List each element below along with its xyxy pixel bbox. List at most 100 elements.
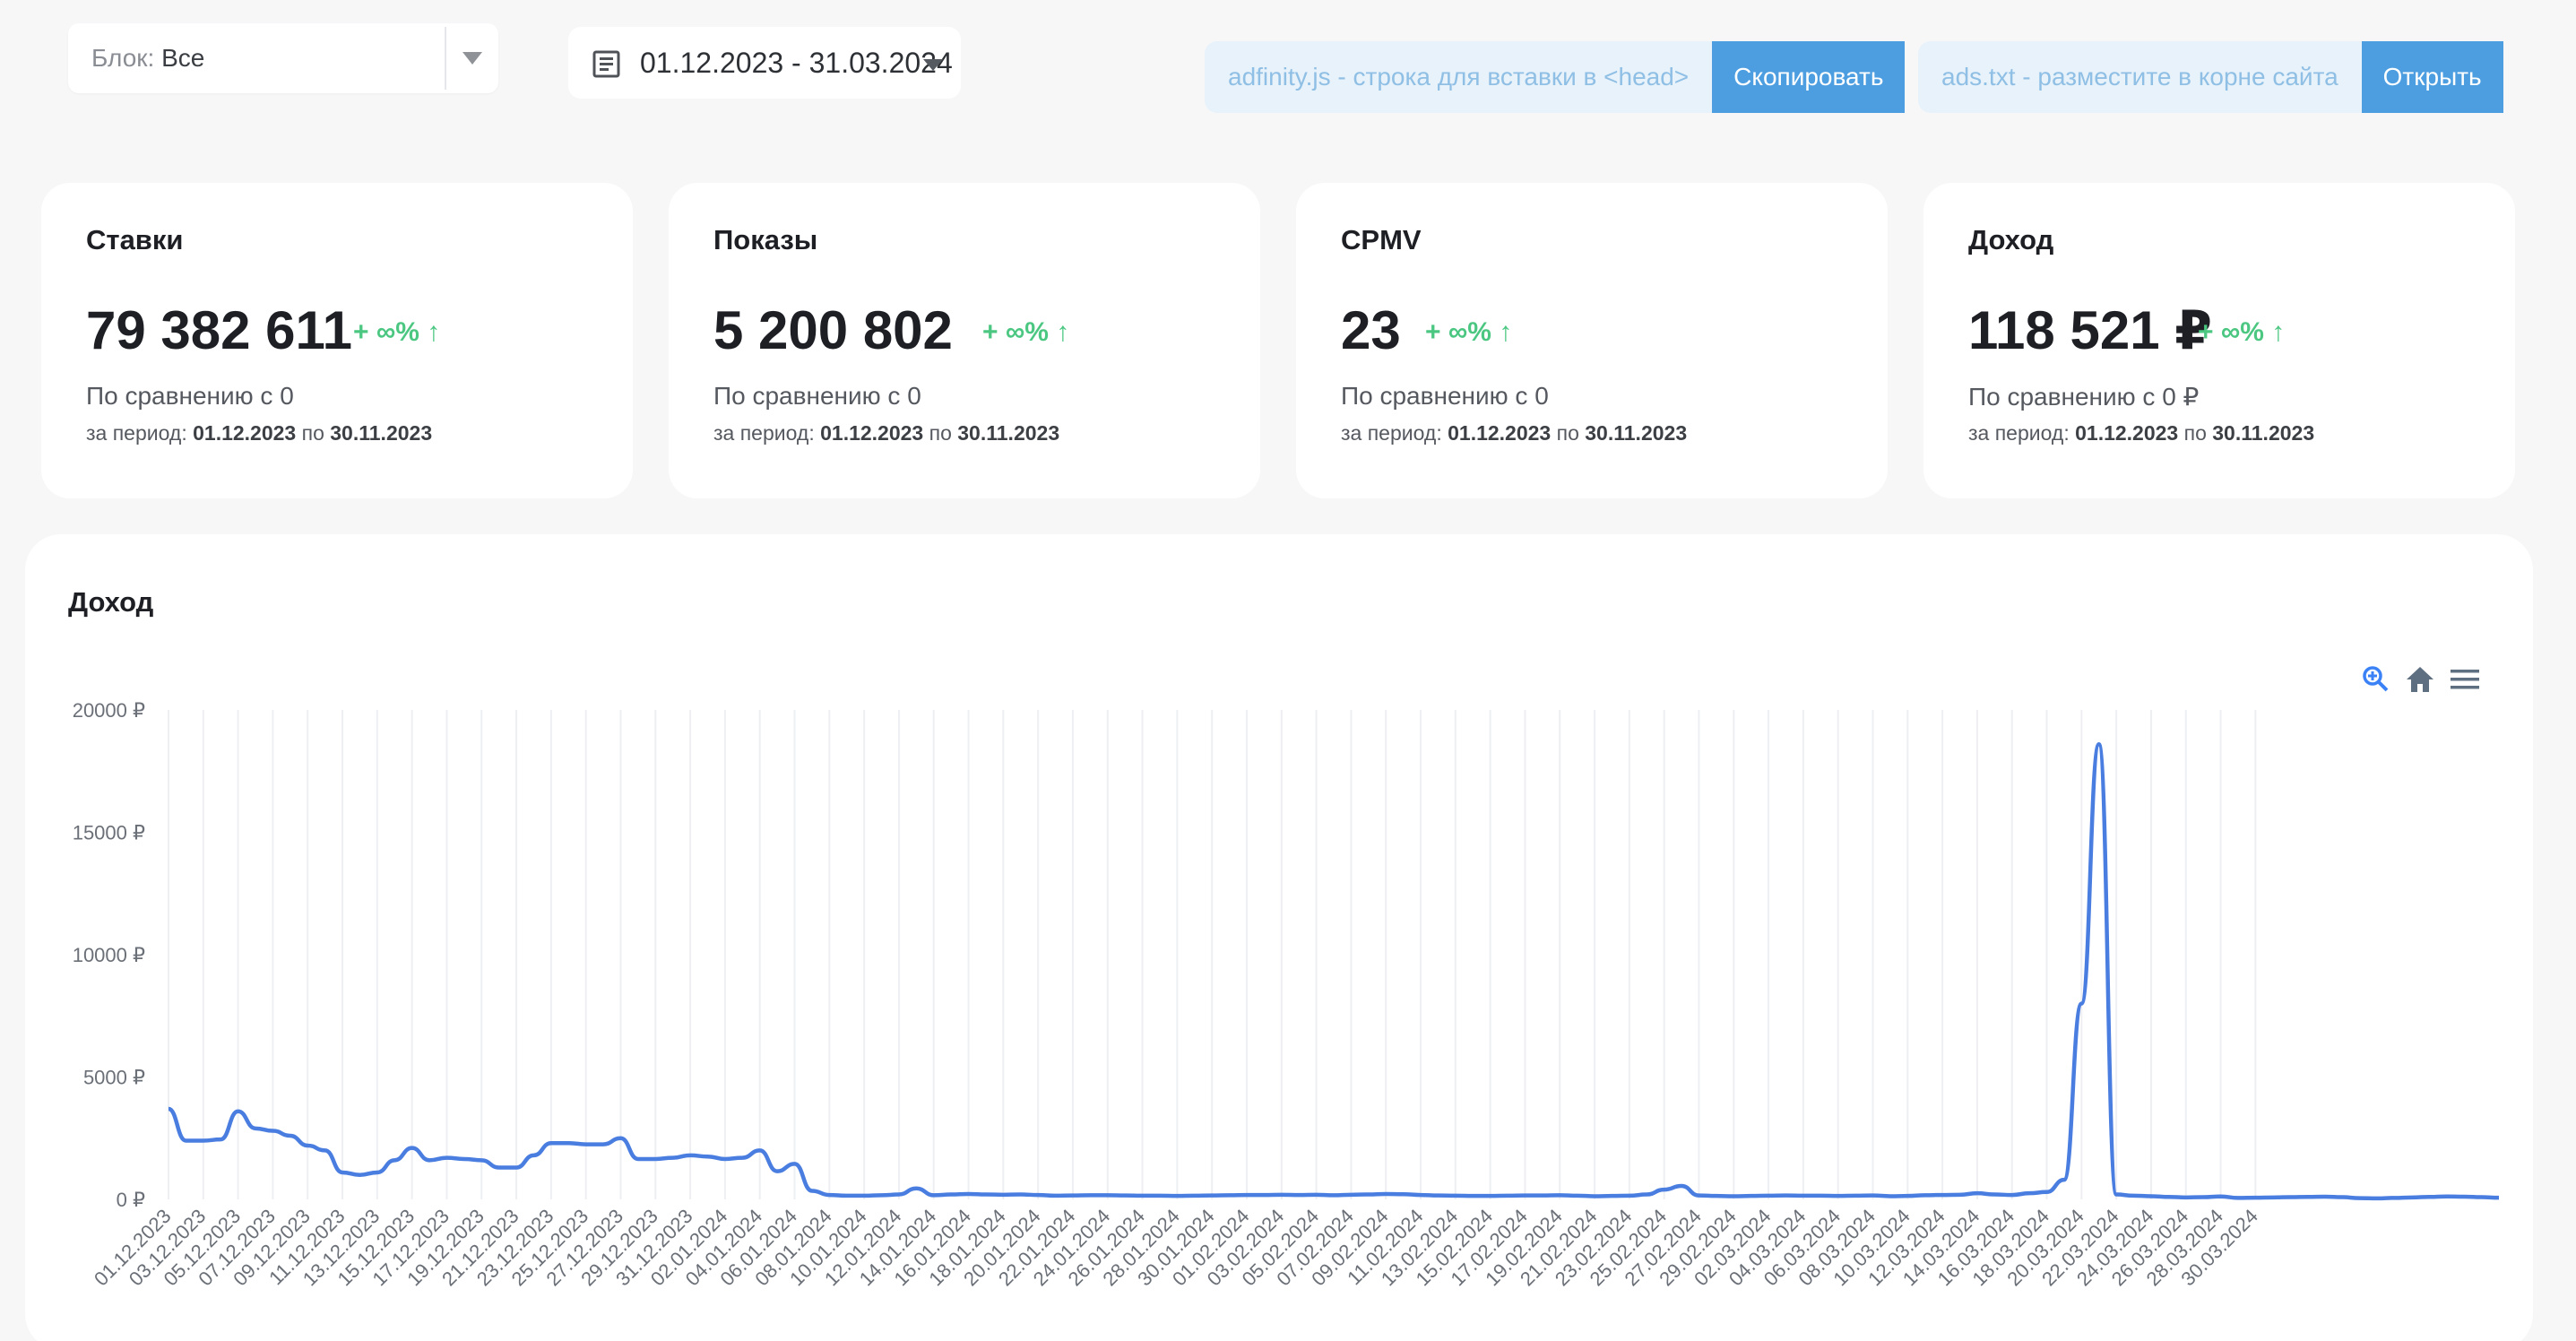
stat-card-revenue: Доход 118 521 ₽ + ∞% ↑ По сравнению с 0 … <box>1923 183 2515 498</box>
stat-delta: + ∞% ↑ <box>982 317 1070 347</box>
data-point <box>1575 1193 1580 1198</box>
data-point <box>913 1186 919 1191</box>
data-point <box>1331 1192 1336 1198</box>
open-button[interactable]: Открыть <box>2361 41 2503 113</box>
data-point <box>1940 1192 1945 1198</box>
stat-value: 5 200 802 <box>713 300 953 360</box>
copy-button[interactable]: Скопировать <box>1712 41 1906 113</box>
data-point <box>288 1133 293 1138</box>
chevron-down-icon[interactable] <box>462 52 482 65</box>
data-point <box>826 1192 832 1198</box>
data-point <box>1383 1191 1388 1197</box>
data-point <box>653 1156 658 1162</box>
menu-icon[interactable] <box>2449 666 2481 697</box>
data-point <box>166 1106 171 1112</box>
data-point <box>1140 1193 1145 1198</box>
data-point <box>2027 1190 2032 1196</box>
block-select[interactable]: Блок: Все <box>68 23 498 93</box>
stat-card-bids: Ставки 79 382 611 + ∞% ↑ По сравнению с … <box>41 183 633 498</box>
data-point <box>2010 1192 2015 1198</box>
data-point <box>1522 1193 1527 1198</box>
data-point <box>1818 1193 1823 1198</box>
stat-title: Доход <box>1968 224 2054 255</box>
chart-title: Доход <box>68 586 154 618</box>
y-tick-label: 10000 ₽ <box>73 944 145 966</box>
data-point <box>514 1165 519 1171</box>
data-point <box>2044 1190 2050 1195</box>
data-point <box>966 1191 972 1197</box>
data-point <box>1783 1193 1788 1198</box>
chevron-down-icon[interactable] <box>923 59 943 71</box>
data-point <box>270 1129 275 1134</box>
stat-period: за период: 01.12.2023 по 30.11.2023 <box>1968 421 2315 445</box>
data-point <box>1714 1193 1719 1198</box>
data-point <box>183 1138 188 1143</box>
data-point <box>2131 1193 2137 1198</box>
data-point <box>340 1170 345 1175</box>
data-point <box>2339 1195 2345 1200</box>
data-point <box>218 1137 223 1142</box>
data-point <box>583 1142 589 1147</box>
y-tick-label: 0 ₽ <box>117 1189 145 1211</box>
data-point <box>2062 1177 2067 1182</box>
data-point <box>1244 1192 1249 1198</box>
stat-value: 118 521 ₽ <box>1968 300 2212 360</box>
data-point <box>1592 1193 1597 1198</box>
data-point <box>1627 1193 1632 1198</box>
data-point <box>601 1142 606 1147</box>
data-point <box>2165 1194 2171 1199</box>
zoom-in-icon[interactable] <box>2361 664 2391 699</box>
data-point <box>2235 1195 2241 1200</box>
data-point <box>410 1146 415 1151</box>
data-point <box>427 1157 432 1163</box>
data-point <box>1696 1193 1701 1198</box>
home-icon[interactable] <box>2404 664 2436 699</box>
data-point <box>1401 1191 1406 1197</box>
data-point <box>1209 1193 1215 1198</box>
data-point <box>1296 1192 1301 1198</box>
data-point <box>1557 1192 1562 1198</box>
data-point <box>1227 1192 1232 1198</box>
data-point <box>1453 1193 1458 1198</box>
ads-txt-hint: ads.txt - разместите в корне сайта <box>1918 41 2362 113</box>
data-point <box>809 1188 815 1193</box>
data-point <box>2374 1196 2380 1201</box>
stat-compare: По сравнению с 0 <box>713 382 921 410</box>
revenue-chart-card <box>25 534 2533 1341</box>
data-point <box>1923 1192 1928 1198</box>
stat-title: Ставки <box>86 224 184 255</box>
data-point <box>2218 1194 2224 1199</box>
adfinity-snippet: adfinity.js - строка для вставки в <head… <box>1205 41 1918 113</box>
data-point <box>1279 1192 1284 1198</box>
date-range-value: 01.12.2023 - 31.03.2024 <box>640 47 953 79</box>
data-point <box>236 1109 241 1114</box>
data-point <box>392 1157 397 1163</box>
data-point <box>2409 1195 2415 1200</box>
data-point <box>2426 1194 2432 1199</box>
stat-period: за период: 01.12.2023 по 30.11.2023 <box>713 421 1060 445</box>
data-point <box>1801 1193 1806 1198</box>
stat-value: 79 382 611 <box>86 300 352 360</box>
arrow-up-icon: ↑ <box>1056 317 1070 347</box>
stat-title: CPMV <box>1341 224 1422 255</box>
data-point <box>1018 1192 1024 1198</box>
data-point <box>201 1138 206 1143</box>
data-point <box>1053 1193 1059 1198</box>
stat-period: за период: 01.12.2023 по 30.11.2023 <box>1341 421 1688 445</box>
data-point <box>1174 1193 1180 1198</box>
data-point <box>1609 1193 1614 1198</box>
data-point <box>1992 1192 1997 1198</box>
data-point <box>1488 1193 1493 1198</box>
calendar-icon <box>592 50 620 78</box>
stat-compare: По сравнению с 0 <box>86 382 294 410</box>
data-point <box>1122 1193 1128 1198</box>
data-point <box>635 1156 641 1162</box>
data-point <box>305 1143 310 1148</box>
select-divider <box>445 27 446 90</box>
data-point <box>1192 1193 1197 1198</box>
date-range-picker[interactable]: 01.12.2023 - 31.03.2024 <box>568 27 961 99</box>
data-point <box>1105 1192 1111 1198</box>
data-point <box>2079 1001 2084 1007</box>
chart-toolbar <box>2361 663 2481 699</box>
